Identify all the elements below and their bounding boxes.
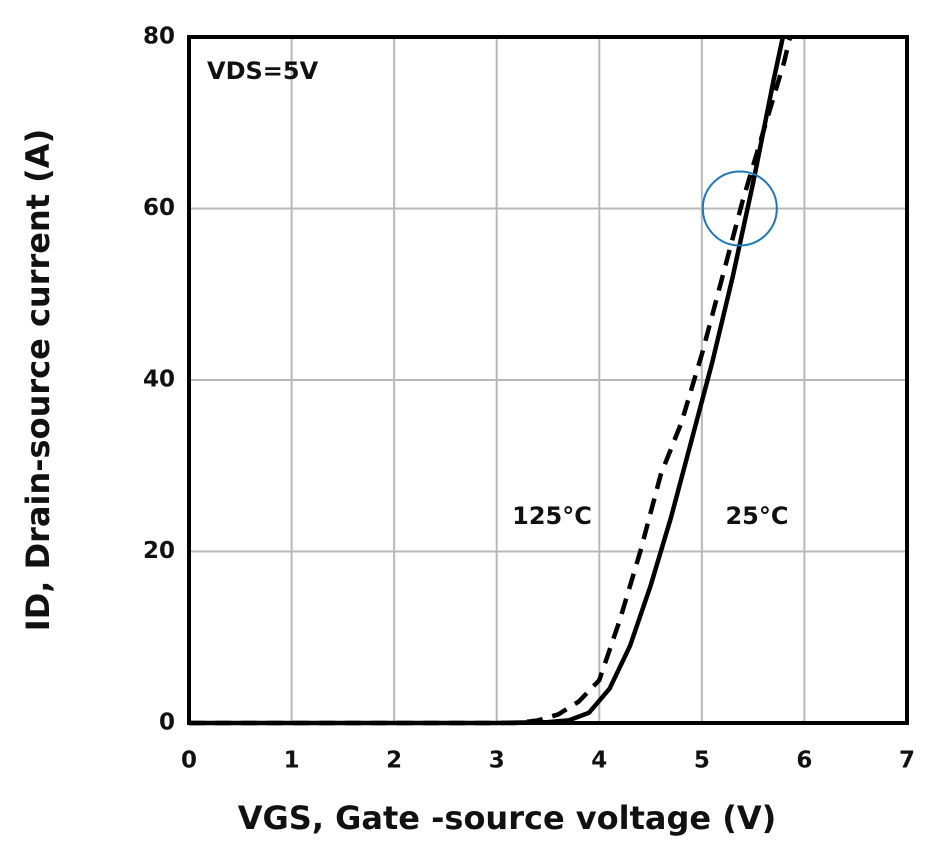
x-tick-label: 5 xyxy=(694,748,710,774)
x-tick-label: 3 xyxy=(489,748,505,774)
y-tick-label: 40 xyxy=(143,367,175,393)
x-tick-label: 4 xyxy=(591,748,607,774)
annotation: VDS=5V xyxy=(207,57,319,85)
x-tick-label: 0 xyxy=(181,748,197,774)
x-tick-label: 1 xyxy=(284,748,300,774)
x-tick-label: 7 xyxy=(899,748,915,774)
line-series xyxy=(189,36,786,726)
y-tick-label: 0 xyxy=(159,710,175,736)
y-tick-label: 20 xyxy=(143,538,175,564)
series-label: 25°C xyxy=(725,502,788,530)
x-axis-title: VGS, Gate -source voltage (V) xyxy=(238,799,777,837)
highlight-circle xyxy=(701,170,778,247)
plot-frame xyxy=(187,35,909,725)
x-tick-label: 6 xyxy=(796,748,812,774)
y-axis-title: ID, Drain-source current (A) xyxy=(19,129,57,631)
y-tick-label: 60 xyxy=(143,195,175,221)
y-tick-label: 80 xyxy=(143,24,175,50)
x-tick-label: 2 xyxy=(386,748,402,774)
series-label: 125°C xyxy=(512,502,592,530)
line-series xyxy=(189,36,793,726)
